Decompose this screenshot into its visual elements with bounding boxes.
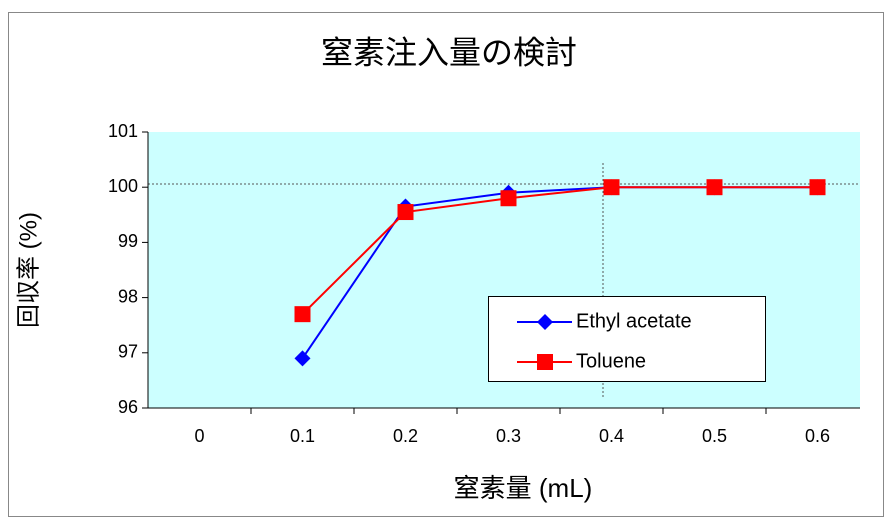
legend-label: Toluene — [576, 350, 646, 372]
y-tick-label: 98 — [118, 286, 138, 306]
series-line — [301, 186, 818, 315]
square-marker — [397, 204, 414, 221]
y-tick-label: 101 — [108, 121, 138, 141]
legend-box — [488, 296, 766, 382]
y-tick-label: 96 — [118, 397, 138, 417]
legend-label: Ethyl acetate — [576, 310, 692, 332]
legend-marker — [537, 354, 553, 370]
y-tick-label: 97 — [118, 342, 138, 362]
y-tick-label: 100 — [108, 176, 138, 196]
legend: Ethyl acetate Toluene — [488, 296, 766, 382]
x-tick-label: 0.1 — [290, 426, 315, 446]
square-marker — [706, 179, 723, 196]
x-tick-label: 0.5 — [702, 426, 727, 446]
square-marker — [294, 306, 311, 323]
square-marker — [500, 190, 517, 207]
x-tick-label: 0.2 — [393, 426, 418, 446]
x-tick-label: 0.3 — [496, 426, 521, 446]
y-axis-label: 回収率 (%) — [15, 212, 42, 328]
square-marker — [603, 179, 620, 196]
y-tick-label: 99 — [118, 231, 138, 251]
square-marker — [809, 179, 826, 196]
x-axis-label: 窒素量 (mL) — [454, 473, 593, 503]
x-tick-label: 0.6 — [805, 426, 830, 446]
plot-area: 96 97 98 99 100 101 0 0.1 0.2 0.3 0.4 0.5 0.6 Ethyl a… — [108, 121, 860, 446]
diamond-marker — [294, 350, 311, 367]
x-tick-label: 0 — [194, 426, 204, 446]
legend-marker — [537, 314, 553, 330]
chart-title: 窒素注入量の検討 — [321, 34, 577, 70]
x-tick-label: 0.4 — [599, 426, 624, 446]
